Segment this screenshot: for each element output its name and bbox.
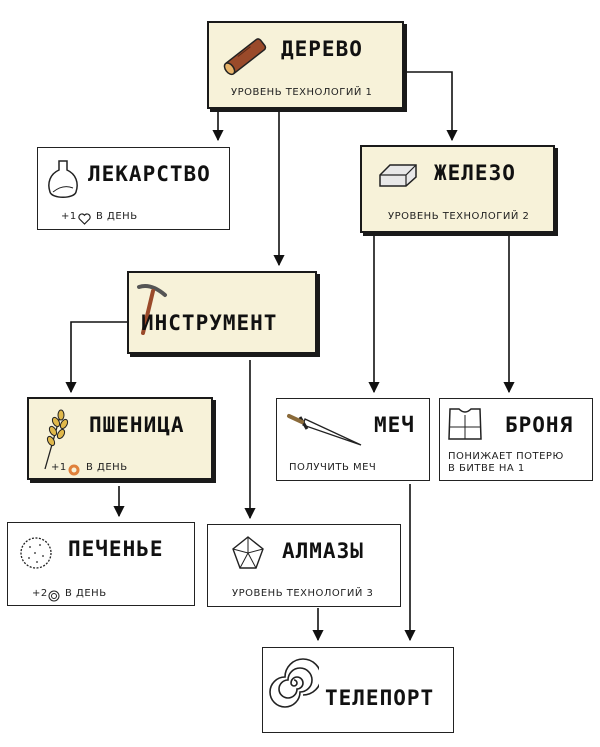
- lekarstvo-per-day: В ДЕНЬ: [96, 211, 138, 222]
- pechenye-bonus: +2: [32, 588, 48, 599]
- instrument-title: ИНСТРУМЕНТ: [141, 311, 278, 335]
- log-icon: [219, 33, 271, 83]
- derevo-subtitle: УРОВЕНЬ ТЕХНОЛОГИЙ 1: [231, 87, 373, 98]
- lekarstvo-bonus: +1: [61, 211, 77, 222]
- pechenye-title: ПЕЧЕНЬЕ: [68, 537, 164, 561]
- spiral-coin-icon: [48, 587, 60, 606]
- heart-icon: [78, 210, 91, 229]
- donut-icon: [68, 461, 80, 480]
- sword-icon: [285, 409, 365, 453]
- node-almazy[interactable]: АЛМАЗЫ УРОВЕНЬ ТЕХНОЛОГИЙ 3: [207, 524, 401, 607]
- diamond-icon: [230, 535, 266, 575]
- node-zhelezo[interactable]: ЖЕЛЕЗО УРОВЕНЬ ТЕХНОЛОГИЙ 2: [360, 145, 555, 233]
- lekarstvo-title: ЛЕКАРСТВО: [88, 162, 211, 186]
- pshenitsa-per-day: В ДЕНЬ: [86, 462, 128, 473]
- bronya-title: БРОНЯ: [505, 413, 574, 437]
- node-instrument[interactable]: ИНСТРУМЕНТ: [127, 271, 317, 354]
- cookie-icon: [18, 535, 54, 575]
- zhelezo-subtitle: УРОВЕНЬ ТЕХНОЛОГИЙ 2: [388, 211, 530, 222]
- node-mech[interactable]: МЕЧ ПОЛУЧИТЬ МЕЧ: [276, 398, 430, 481]
- pickaxe-icon: [135, 281, 171, 341]
- pechenye-per-day: В ДЕНЬ: [65, 588, 107, 599]
- bronya-desc-line1: ПОНИЖАЕТ ПОТЕРЮ: [448, 451, 564, 462]
- bronya-desc-line2: В БИТВЕ НА 1: [448, 463, 525, 474]
- edge-instrument-pshenitsa: [65, 321, 127, 394]
- node-lekarstvo[interactable]: ЛЕКАРСТВО +1 В ДЕНЬ: [37, 147, 230, 230]
- iron-ingot-icon: [376, 161, 420, 193]
- node-pechenye[interactable]: ПЕЧЕНЬЕ +2 В ДЕНЬ: [7, 522, 195, 606]
- pshenitsa-title: ПШЕНИЦА: [89, 413, 185, 437]
- spiral-portal-icon: [269, 658, 322, 712]
- mech-title: МЕЧ: [374, 413, 415, 437]
- mech-subtitle: ПОЛУЧИТЬ МЕЧ: [289, 462, 377, 473]
- node-teleport[interactable]: ТЕЛЕПОРТ: [262, 647, 454, 733]
- wheat-icon: [39, 407, 69, 475]
- node-derevo[interactable]: ДЕРЕВО УРОВЕНЬ ТЕХНОЛОГИЙ 1: [207, 21, 404, 109]
- almazy-title: АЛМАЗЫ: [282, 539, 364, 563]
- zhelezo-title: ЖЕЛЕЗО: [434, 161, 516, 185]
- almazy-subtitle: УРОВЕНЬ ТЕХНОЛОГИЙ 3: [232, 588, 374, 599]
- teleport-title: ТЕЛЕПОРТ: [325, 686, 435, 710]
- edge-derevo-zhelezo: [405, 71, 458, 142]
- node-bronya[interactable]: БРОНЯ ПОНИЖАЕТ ПОТЕРЮ В БИТВЕ НА 1: [439, 398, 593, 481]
- armor-icon: [446, 407, 484, 445]
- pshenitsa-bonus: +1: [51, 462, 67, 473]
- derevo-title: ДЕРЕВО: [281, 37, 363, 61]
- vase-icon: [45, 158, 81, 208]
- node-pshenitsa[interactable]: ПШЕНИЦА +1 В ДЕНЬ: [27, 397, 213, 480]
